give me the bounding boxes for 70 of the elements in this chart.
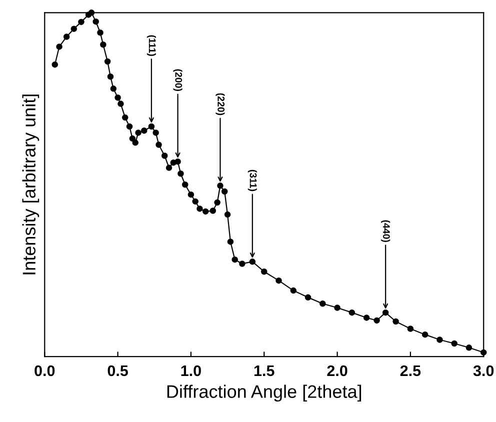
x-tick-label: 1.5 xyxy=(254,365,274,376)
point xyxy=(129,135,136,142)
point xyxy=(132,140,138,146)
point xyxy=(202,208,209,215)
point xyxy=(239,260,246,267)
point xyxy=(100,42,106,48)
point xyxy=(221,188,228,195)
annotation: (440) xyxy=(381,220,390,242)
point xyxy=(122,114,128,121)
point xyxy=(114,94,121,101)
annotation: (311) xyxy=(248,170,257,192)
point xyxy=(320,300,326,307)
point xyxy=(227,238,234,245)
point xyxy=(107,74,114,80)
x-axis-title: Diffraction Angle [2theta] xyxy=(167,384,362,402)
point xyxy=(161,152,168,159)
point xyxy=(118,100,124,107)
point xyxy=(196,206,203,212)
point xyxy=(141,128,148,134)
point xyxy=(135,130,142,136)
point xyxy=(451,340,458,347)
point xyxy=(260,268,268,275)
point xyxy=(188,191,194,198)
x-tick-label: 0.0 xyxy=(34,365,55,376)
point xyxy=(166,164,172,171)
point xyxy=(466,344,472,351)
point xyxy=(178,170,184,177)
point xyxy=(290,287,297,294)
point xyxy=(182,182,188,188)
x-tick-label: 3.0 xyxy=(473,365,494,376)
point xyxy=(217,182,224,189)
point xyxy=(363,314,370,321)
point xyxy=(56,44,62,50)
x-tick-label: 0.5 xyxy=(108,365,128,376)
point xyxy=(334,304,340,311)
point xyxy=(92,18,99,25)
x-tick-label: 2.0 xyxy=(327,365,348,376)
point xyxy=(148,123,155,130)
point xyxy=(436,336,443,343)
point xyxy=(374,317,380,324)
annotation: (220) xyxy=(216,93,225,116)
point xyxy=(152,130,159,136)
point xyxy=(52,61,58,68)
point xyxy=(276,277,282,284)
point xyxy=(249,258,256,265)
point xyxy=(214,199,220,206)
point xyxy=(210,208,216,214)
point xyxy=(174,158,181,165)
point xyxy=(70,26,78,32)
point xyxy=(192,198,198,205)
point xyxy=(110,86,117,92)
y-axis-title: Intensity [arbitrary unit] xyxy=(22,94,40,274)
point xyxy=(224,211,231,218)
point xyxy=(348,309,356,316)
annotation: (111) xyxy=(146,35,156,56)
annotation: (200) xyxy=(173,69,182,91)
point xyxy=(392,318,399,325)
x-tick-label: 2.5 xyxy=(400,365,421,376)
x-tick-label: 1.0 xyxy=(181,365,201,376)
point xyxy=(63,34,70,40)
point xyxy=(422,331,428,338)
point xyxy=(126,123,133,130)
point xyxy=(382,309,389,316)
point xyxy=(156,142,162,148)
point xyxy=(78,18,84,26)
point xyxy=(304,294,312,301)
point xyxy=(104,58,111,65)
point xyxy=(97,29,104,36)
point xyxy=(232,256,238,263)
point xyxy=(407,326,414,332)
